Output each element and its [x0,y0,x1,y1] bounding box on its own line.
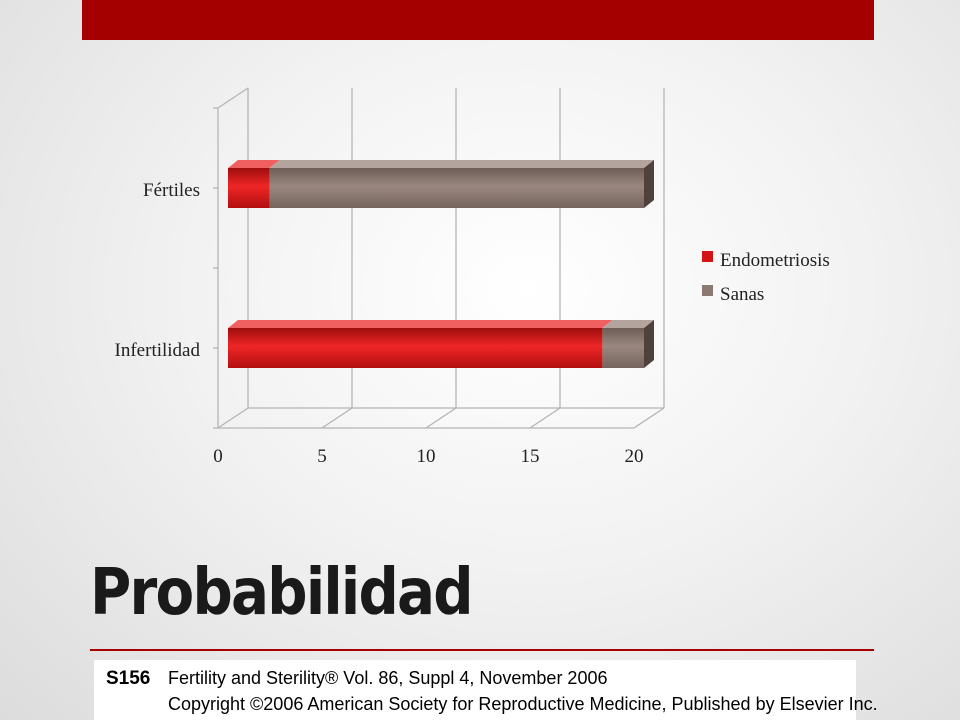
legend-swatch [702,285,713,296]
chart-grid [213,87,665,429]
floor-gridline [633,407,665,429]
bar-top-face [228,320,613,328]
chart-legend: Endometriosis Sanas [702,250,830,305]
bar [228,168,270,208]
bar-top-face [228,160,280,168]
category-label: Fértiles [143,180,200,201]
citation-banner: S156 Fertility and Sterility® Vol. 86, S… [94,660,878,720]
legend-swatch [702,251,713,262]
category-label: Infertilidad [115,340,201,361]
x-tick-label: 20 [625,446,644,467]
top-accent-bar [82,0,874,40]
bar [602,328,644,368]
bar-end-face [644,160,654,208]
chart-bars [228,160,654,368]
floor-gridline [217,407,249,429]
bar [269,168,644,208]
bar-top-face [602,320,654,328]
floor-gridline [321,407,353,429]
title-divider [90,649,874,651]
x-tick-label: 0 [213,446,223,467]
chart-labels: Infertilidad Fértiles 0 5 10 15 20 [115,180,644,467]
x-tick-label: 15 [521,446,540,467]
citation-page-number: S156 [106,668,151,689]
side-wall-top-edge [217,87,249,109]
slide-title: Probabilidad [90,556,474,630]
citation-journal: Fertility and Sterility® Vol. 86, Suppl … [168,668,608,688]
floor-gridline [529,407,561,429]
bar-end-face [644,320,654,368]
legend-label: Endometriosis [720,250,830,271]
bar [228,328,603,368]
legend-label: Sanas [720,284,764,305]
citation-copyright: Copyright ©2006 American Society for Rep… [168,694,878,714]
stacked-bar-chart: Infertilidad Fértiles 0 5 10 15 20 Endometrios… [115,87,830,467]
bar-top-face [269,160,654,168]
floor-gridline [425,407,457,429]
x-tick-label: 10 [417,446,436,467]
x-tick-label: 5 [317,446,327,467]
